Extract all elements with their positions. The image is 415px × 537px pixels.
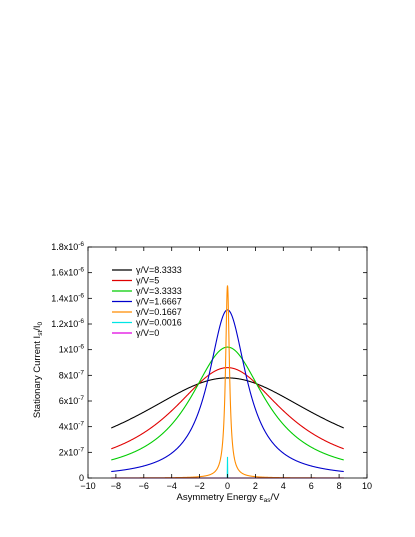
y-tick-label: 1.2x10-6 xyxy=(51,318,84,329)
x-tick-label: −4 xyxy=(167,481,177,491)
legend: γ/V=8.3333γ/V=5γ/V=3.3333γ/V=1.6667γ/V=0… xyxy=(112,265,182,338)
y-tick-label: 1.4x10-6 xyxy=(51,292,84,303)
legend-label-4: γ/V=1.6667 xyxy=(136,297,182,307)
x-axis-label: Asymmetry Energy εas/V xyxy=(177,492,281,504)
y-tick-label: 1x10-6 xyxy=(59,344,85,355)
plot-frame xyxy=(87,246,368,479)
ticks: −10 −8 −6 −4 −2 0 2 4 6 8 10 0 2x10-7 4x10-7 6x10-7 8x1… xyxy=(51,241,372,491)
y-tick-label: 4x10-7 xyxy=(59,421,85,432)
y-tick-label: 1.8x10-6 xyxy=(51,241,84,252)
x-tick-label: 2 xyxy=(253,481,258,491)
x-tick-label: 4 xyxy=(281,481,286,491)
y-axis-label: Stationary Current Ist/I0 xyxy=(32,321,44,418)
legend-label-3: γ/V=3.3333 xyxy=(136,286,182,296)
x-axis-label-main: Asymmetry Energy ε xyxy=(177,492,265,503)
y-axis-label-mid: /I xyxy=(32,325,43,330)
series-line-3 xyxy=(111,346,344,461)
y-axis-label-sub2: 0 xyxy=(37,321,44,325)
legend-label-1: γ/V=8.3333 xyxy=(136,265,182,275)
series-line-2 xyxy=(111,367,344,450)
x-tick-label: 10 xyxy=(362,481,372,491)
x-tick-label: −8 xyxy=(111,481,121,491)
axes xyxy=(87,246,368,479)
x-tick-label: −6 xyxy=(139,481,149,491)
x-tick-label: 6 xyxy=(309,481,314,491)
y-tick-label: 1.6x10-6 xyxy=(51,267,84,278)
y-axis-label-sub1: st xyxy=(37,331,44,336)
x-tick-label: −10 xyxy=(80,481,95,491)
y-tick-label: 2x10-7 xyxy=(59,446,85,457)
y-tick-label: 6x10-7 xyxy=(59,395,85,406)
legend-label-7: γ/V=0 xyxy=(136,328,159,338)
legend-label-2: γ/V=5 xyxy=(136,276,159,286)
x-axis-label-suffix: /V xyxy=(271,492,281,503)
y-tick-label: 0 xyxy=(79,473,84,483)
x-tick-label: 0 xyxy=(225,481,230,491)
y-tick-label: 8x10-7 xyxy=(59,369,85,380)
x-axis-label-sub: as xyxy=(264,497,272,504)
x-tick-label: 8 xyxy=(337,481,342,491)
legend-label-6: γ/V=0.0016 xyxy=(136,318,182,328)
y-axis-label-main: Stationary Current I xyxy=(32,336,43,418)
legend-label-5: γ/V=0.1667 xyxy=(136,307,182,317)
series-line-1 xyxy=(111,377,344,429)
series-line-4 xyxy=(111,309,344,473)
x-tick-label: −2 xyxy=(194,481,204,491)
